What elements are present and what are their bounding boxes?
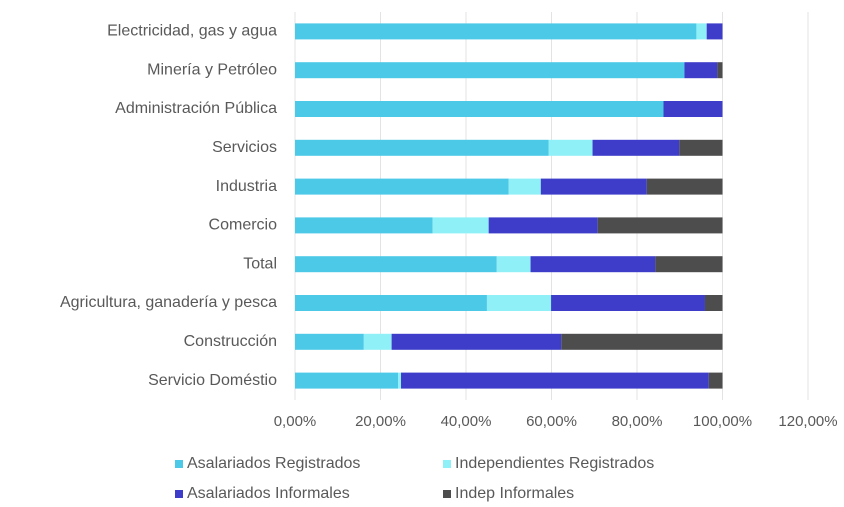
bar-segment — [551, 295, 705, 311]
bar-segment — [696, 23, 707, 40]
bar-segment — [401, 372, 709, 389]
bar-segment — [706, 23, 723, 40]
x-tick-label: 120,00% — [778, 413, 837, 430]
y-tick-label: Minería y Petróleo — [147, 61, 277, 78]
legend-marker — [443, 490, 451, 498]
bar-segment — [391, 333, 562, 350]
legend-label: Indep Informales — [455, 485, 574, 502]
bar-segment — [663, 101, 723, 117]
bar-segment — [295, 333, 364, 350]
bar-segment — [432, 217, 489, 234]
bar-segment — [548, 139, 593, 156]
bar-segment — [363, 333, 392, 350]
bar-segment — [704, 295, 723, 311]
y-tick-label: Agricultura, ganadería y pesca — [60, 294, 277, 311]
bar-segment — [295, 295, 487, 311]
x-tick-label: 20,00% — [355, 413, 406, 430]
legend-label: Independientes Registrados — [455, 455, 654, 472]
bar-segment — [295, 217, 433, 234]
bar-segment — [488, 217, 598, 234]
y-tick-label: Servicio Doméstio — [148, 372, 277, 389]
bar-segment — [295, 139, 549, 156]
bar-segment — [646, 178, 723, 195]
bar-segment — [597, 217, 723, 234]
bar-segment — [295, 256, 497, 273]
legend-marker — [175, 460, 183, 468]
bar-segment — [717, 62, 723, 79]
bar-segment — [530, 256, 656, 273]
bar-segment — [295, 62, 685, 79]
y-tick-label: Comercio — [209, 217, 278, 234]
bar-segment — [398, 372, 402, 389]
bar-segment — [679, 139, 723, 156]
x-tick-label: 0,00% — [274, 413, 317, 430]
bar-segment — [486, 295, 552, 311]
y-tick-label: Industria — [216, 178, 277, 195]
legend-marker — [175, 490, 183, 498]
legend-label: Asalariados Registrados — [187, 455, 360, 472]
y-tick-label: Servicios — [212, 139, 277, 156]
bar-segment — [295, 178, 509, 195]
x-tick-label: 60,00% — [526, 413, 577, 430]
bar-segment — [295, 372, 399, 389]
x-tick-label: 40,00% — [441, 413, 492, 430]
bar-segment — [496, 256, 531, 273]
bar-segment — [592, 139, 680, 156]
legend-marker — [443, 460, 451, 468]
bar-segment — [295, 101, 664, 117]
y-tick-label: Construcción — [184, 333, 277, 350]
bar-segment — [655, 256, 723, 273]
bar-segment — [295, 23, 697, 40]
y-tick-label: Total — [243, 255, 277, 272]
x-tick-label: 80,00% — [612, 413, 663, 430]
legend-label: Asalariados Informales — [187, 485, 350, 502]
bar-segment — [508, 178, 541, 195]
y-tick-label: Electricidad, gas y agua — [107, 23, 277, 40]
bar-segment — [684, 62, 718, 79]
bar-segment — [708, 372, 723, 389]
y-tick-label: Administración Pública — [115, 100, 277, 117]
x-tick-label: 100,00% — [693, 413, 752, 430]
bar-segment — [561, 333, 723, 350]
bar-segment — [540, 178, 647, 195]
